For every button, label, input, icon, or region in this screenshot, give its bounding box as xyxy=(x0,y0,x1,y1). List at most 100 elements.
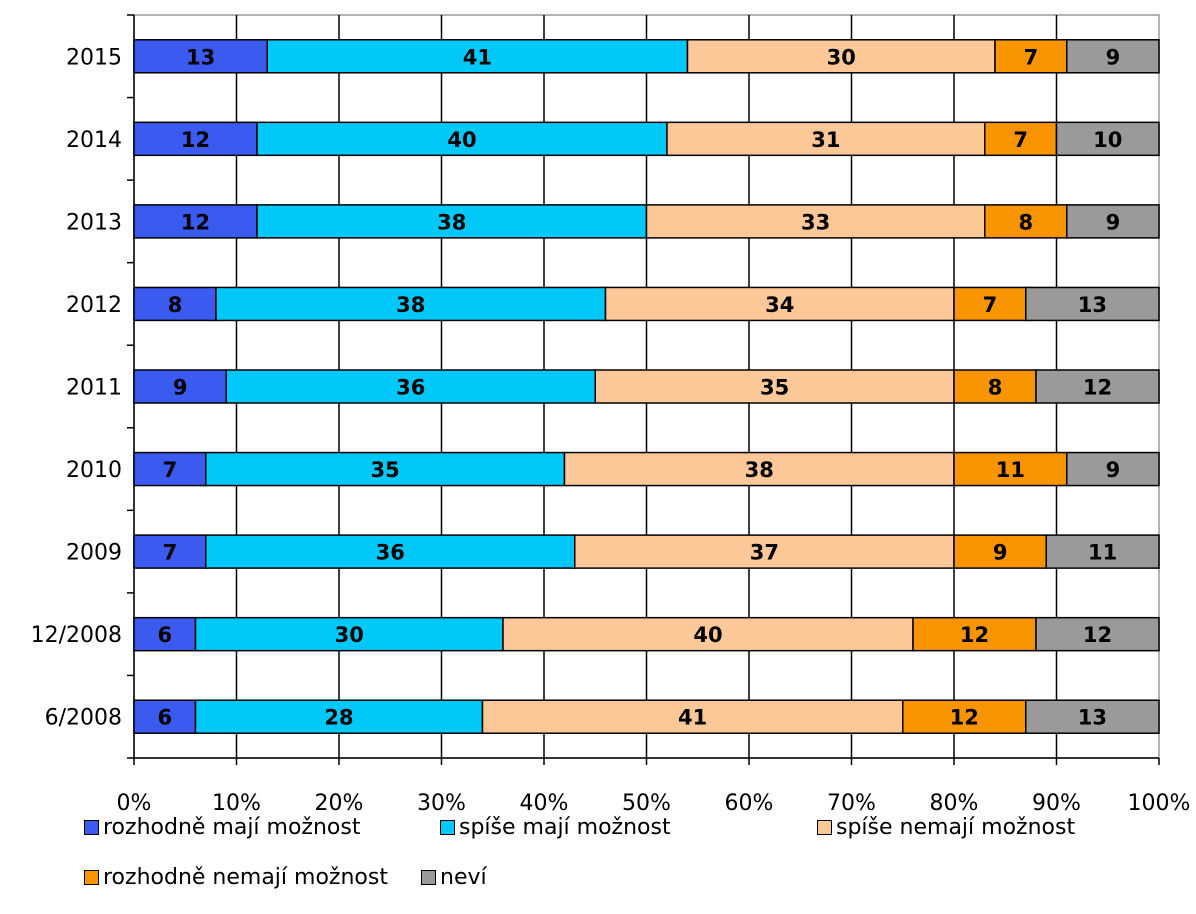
bar-segment xyxy=(953,534,1047,569)
x-tick-label: 90% xyxy=(1032,791,1081,816)
legend-swatch-nevi xyxy=(421,869,436,885)
legend-label-nevi: neví xyxy=(440,864,487,890)
data-label: 13 xyxy=(1078,293,1107,317)
bar-segment xyxy=(645,204,986,239)
data-label: 7 xyxy=(1024,45,1039,69)
data-label: 40 xyxy=(447,128,476,152)
data-label: 13 xyxy=(1078,706,1107,730)
bar-segment xyxy=(1066,451,1160,487)
data-label: 41 xyxy=(463,45,492,69)
data-label: 12 xyxy=(1083,623,1112,647)
bar-segment xyxy=(481,699,904,734)
y-tick-label: 2011 xyxy=(66,376,122,401)
bar-segment xyxy=(502,616,914,652)
bar-segment xyxy=(225,369,596,404)
data-label: 12 xyxy=(960,623,989,647)
bar-segment xyxy=(133,39,268,74)
legend-item-nevi: neví xyxy=(421,862,487,892)
bar-segment xyxy=(133,534,207,569)
data-label: 40 xyxy=(693,623,722,647)
data-label: 33 xyxy=(801,210,830,234)
legend-swatch-spise-maji xyxy=(440,819,455,835)
data-label: 7 xyxy=(163,541,178,565)
legend-item-rozhodne-nemaji: rozhodně nemají možnost xyxy=(84,862,388,892)
bar-segment xyxy=(1035,616,1160,652)
bar-segment xyxy=(1035,369,1160,404)
legend-label-rozhodne-maji: rozhodně mají možnost xyxy=(103,814,361,840)
x-tick-label: 100% xyxy=(1128,791,1191,816)
bar-segment xyxy=(1066,204,1160,239)
bar-segment xyxy=(133,204,258,239)
bar-segment xyxy=(604,286,955,322)
data-label: 7 xyxy=(163,458,178,482)
legend-label-spise-maji: spíše mají možnost xyxy=(459,814,671,840)
bar-segment xyxy=(1055,121,1160,157)
legend-swatch-spise-nemaji xyxy=(817,819,832,835)
data-label: 30 xyxy=(827,45,856,69)
bar-segment xyxy=(256,121,668,157)
legend-swatch-rozhodne-maji xyxy=(84,819,99,835)
bar-segment xyxy=(953,286,1027,322)
data-label: 38 xyxy=(396,293,425,317)
x-tick-label: 60% xyxy=(725,791,774,816)
data-label: 31 xyxy=(811,128,840,152)
data-label: 34 xyxy=(765,293,794,317)
legend-label-rozhodne-nemaji: rozhodně nemají možnost xyxy=(103,864,388,890)
y-tick-label: 12/2008 xyxy=(31,623,122,648)
y-tick-label: 2014 xyxy=(66,128,122,153)
data-label: 11 xyxy=(1088,541,1117,565)
data-label: 38 xyxy=(437,210,466,234)
legend-item-spise-nemaji: spíše nemají možnost xyxy=(817,812,1075,842)
y-tick-label: 2010 xyxy=(66,458,122,483)
y-tick-label: 2009 xyxy=(66,541,122,566)
data-label: 10 xyxy=(1093,128,1122,152)
data-label: 9 xyxy=(993,541,1008,565)
data-label: 12 xyxy=(950,706,979,730)
bar-segment xyxy=(1045,534,1160,569)
bar-segment xyxy=(1066,39,1160,74)
x-tick-label: 20% xyxy=(315,791,364,816)
bar-segment xyxy=(266,39,689,74)
legend-swatch-rozhodne-nemaji xyxy=(84,869,99,885)
data-label: 7 xyxy=(983,293,998,317)
y-tick-label: 2013 xyxy=(66,210,122,235)
bar-segment xyxy=(574,534,955,569)
legend-item-spise-maji: spíše mají možnost xyxy=(440,812,671,842)
data-label: 12 xyxy=(181,210,210,234)
bar-segment xyxy=(953,451,1068,487)
data-label: 11 xyxy=(996,458,1025,482)
bar-segment xyxy=(953,369,1037,404)
data-label: 28 xyxy=(324,706,353,730)
bar-segment xyxy=(912,616,1037,652)
data-label: 9 xyxy=(1106,210,1121,234)
x-tick-label: 50% xyxy=(622,791,671,816)
bar-segment xyxy=(686,39,996,74)
legend: rozhodně mají možnost spíše mají možnost… xyxy=(84,812,1184,912)
data-label: 35 xyxy=(371,458,400,482)
x-tick-label: 70% xyxy=(827,791,876,816)
y-tick-label: 2015 xyxy=(66,45,122,70)
data-label: 8 xyxy=(168,293,183,317)
data-label: 8 xyxy=(1018,210,1033,234)
bar-segment xyxy=(994,39,1068,74)
data-label: 6 xyxy=(157,706,172,730)
data-label: 12 xyxy=(1083,376,1112,400)
data-label: 38 xyxy=(745,458,774,482)
data-label: 13 xyxy=(186,45,215,69)
legend-item-rozhodne-maji: rozhodně mají možnost xyxy=(84,812,360,842)
data-label: 9 xyxy=(1106,458,1121,482)
bar-segment xyxy=(1025,699,1160,734)
data-label: 36 xyxy=(396,376,425,400)
bar-segment xyxy=(133,121,258,157)
bar-segment xyxy=(984,121,1058,157)
bar-segment xyxy=(133,699,197,734)
data-label: 37 xyxy=(750,541,779,565)
bar-segment xyxy=(205,534,576,569)
data-label: 9 xyxy=(1106,45,1121,69)
data-label: 12 xyxy=(181,128,210,152)
data-label: 8 xyxy=(988,376,1003,400)
data-label: 7 xyxy=(1013,128,1028,152)
data-label: 41 xyxy=(678,706,707,730)
bar-segment xyxy=(1025,286,1160,322)
